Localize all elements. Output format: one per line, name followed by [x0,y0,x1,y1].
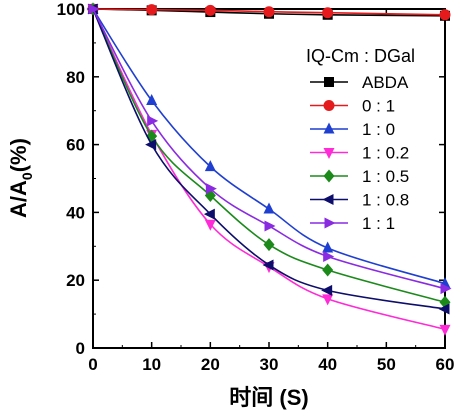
data-point [204,160,216,172]
y-axis-title-main: A/A [6,180,31,218]
legend-label: 0 : 1 [362,97,395,116]
data-point [145,139,157,151]
legend-marker [324,217,336,229]
series-1 [87,3,451,21]
x-tick-label: 30 [260,355,279,374]
data-point [323,250,335,262]
data-point [146,94,158,106]
data-point [147,115,159,127]
series-6 [88,3,452,295]
x-tick-label: 50 [377,355,396,374]
data-point [439,324,451,336]
series-layer [86,2,452,336]
y-tick-label: 20 [66,271,85,290]
y-tick-label: 40 [66,203,85,222]
legend-marker [323,100,335,111]
data-point [204,219,216,231]
data-point [322,241,334,253]
legend-label: 1 : 0 [362,120,395,139]
legend-label: 1 : 1 [362,214,395,233]
x-tick-label: 40 [318,355,337,374]
data-point [322,294,334,306]
y-axis-title: A/A0(%) [6,138,35,218]
y-tick-label: 60 [66,136,85,155]
legend-label: ABDA [362,73,409,92]
series-line [92,8,446,285]
y-tick-label: 100 [57,0,85,19]
legend-entry: 1 : 0.5 [310,167,409,186]
legend-label: 1 : 0.5 [362,167,409,186]
data-point [439,9,451,21]
legend-marker [323,169,335,183]
data-point [203,208,215,220]
x-tick-label: 0 [88,355,97,374]
data-point [262,259,274,271]
series-line [92,8,446,331]
data-point [204,4,216,16]
legend-entry: 1 : 0 [310,120,395,139]
y-axis: 0 20 40 60 80 100 [57,0,445,358]
y-tick-label: 0 [76,339,85,358]
series-line [92,8,446,304]
legend: IQ-Cm : DGal ABDA 0 : 1 1 : 0 1 : 0.2 1 : 0.… [306,46,415,233]
data-point [321,284,333,296]
legend-entry: 1 : 0.2 [310,144,409,163]
legend-marker [323,122,335,134]
legend-label: 1 : 0.8 [362,191,409,210]
legend-entry: 1 : 1 [310,214,395,233]
y-axis-title-unit: (%) [6,138,31,172]
data-point [146,4,158,16]
data-point [440,283,452,295]
data-point [88,3,100,15]
data-point [322,7,334,19]
legend-marker [323,148,335,159]
data-point [263,6,275,18]
data-point [438,303,450,315]
legend-entry: ABDA [310,73,409,92]
series-line [92,8,446,310]
series-line [92,8,446,290]
x-tick-label: 20 [201,355,220,374]
legend-label: 1 : 0.2 [362,144,409,163]
data-point [263,202,275,214]
x-tick-label: 10 [142,355,161,374]
x-axis-title: 时间 (S) [229,385,308,410]
legend-entry: 0 : 1 [310,97,395,116]
legend-marker [322,194,334,205]
data-point [322,263,334,277]
legend-entry: 1 : 0.8 [310,191,409,210]
legend-marker [324,77,334,87]
legend-title: IQ-Cm : DGal [306,46,415,66]
y-axis-title-subscript: 0 [19,172,35,180]
data-point [264,220,276,232]
x-tick-label: 60 [436,355,455,374]
y-tick-label: 80 [66,68,85,87]
data-point [205,183,217,195]
data-point [263,238,275,252]
